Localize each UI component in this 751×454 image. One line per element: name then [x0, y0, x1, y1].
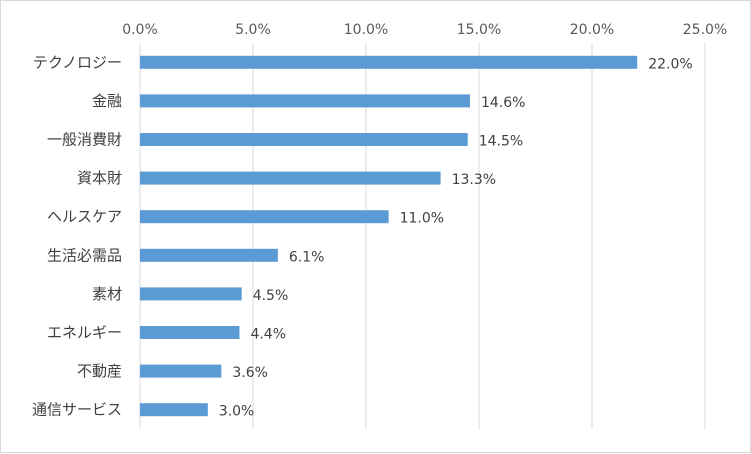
- x-tick-label: 10.0%: [344, 22, 388, 38]
- category-label: 通信サービス: [32, 401, 122, 419]
- category-label: ヘルスケア: [47, 208, 122, 226]
- bar: [140, 287, 242, 301]
- bar: [140, 248, 278, 262]
- data-label: 11.0%: [400, 211, 444, 227]
- data-label: 3.0%: [219, 404, 255, 420]
- x-tick-label: 25.0%: [683, 22, 727, 38]
- bar: [140, 171, 441, 185]
- data-label: 4.4%: [250, 327, 286, 343]
- bar: [140, 326, 240, 339]
- data-label: 14.6%: [481, 95, 525, 111]
- data-label: 3.6%: [232, 365, 268, 381]
- bar: [140, 210, 389, 224]
- bar: [140, 403, 208, 417]
- x-tick-label: 20.0%: [570, 22, 614, 38]
- category-label: 不動産: [77, 362, 122, 380]
- bar: [140, 55, 638, 69]
- x-tick-label: 15.0%: [457, 22, 501, 38]
- category-label: エネルギー: [47, 324, 122, 342]
- data-label: 13.3%: [452, 172, 496, 188]
- bar: [140, 133, 468, 146]
- x-tick-label: 5.0%: [235, 22, 271, 38]
- data-label: 14.5%: [479, 134, 523, 150]
- bar: [140, 364, 222, 378]
- x-tick-label: 0.0%: [122, 22, 158, 38]
- category-label: 資本財: [77, 169, 122, 187]
- category-label: 一般消費財: [47, 131, 122, 149]
- data-label: 4.5%: [253, 288, 289, 304]
- category-label: 素材: [92, 285, 122, 303]
- category-label: テクノロジー: [33, 53, 122, 71]
- category-label: 生活必需品: [47, 246, 122, 264]
- category-label: 金融: [92, 92, 122, 110]
- data-label: 22.0%: [648, 56, 692, 72]
- bar: [140, 94, 470, 108]
- data-label: 6.1%: [289, 249, 325, 265]
